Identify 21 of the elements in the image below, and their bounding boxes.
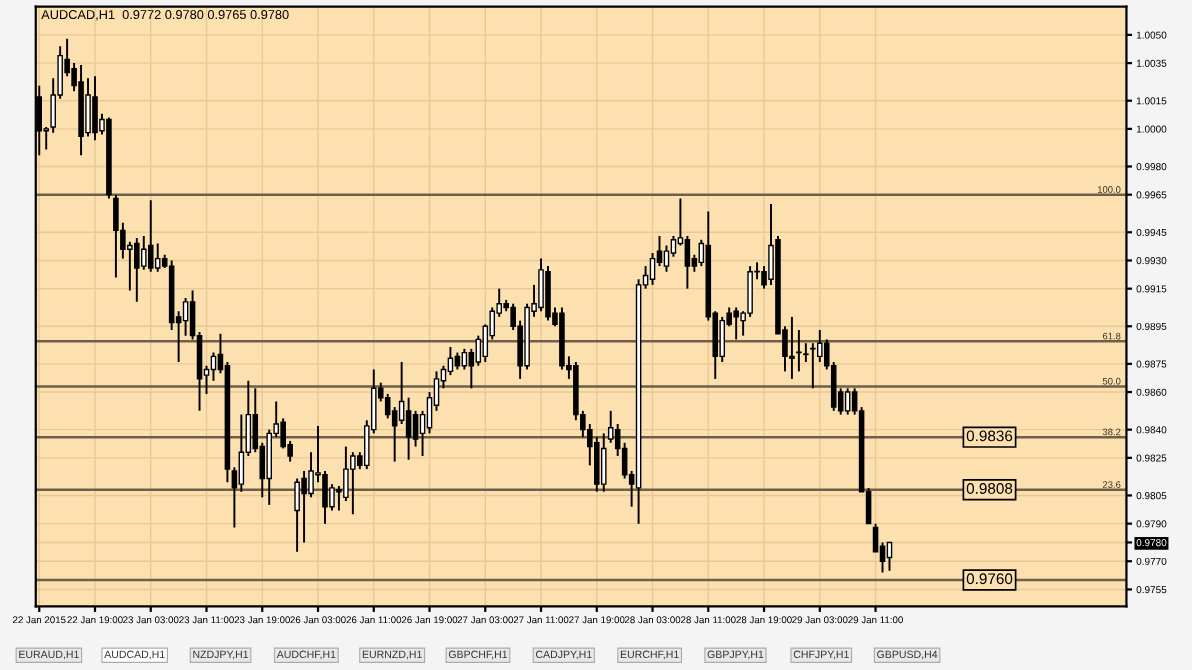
candlestick	[684, 235, 691, 290]
candlestick	[134, 236, 140, 303]
candlestick	[600, 432, 607, 493]
candlestick	[113, 193, 119, 279]
candlestick	[538, 257, 544, 313]
candlestick	[301, 470, 307, 544]
candlestick	[154, 242, 161, 273]
candlestick	[719, 315, 726, 363]
candlestick	[294, 477, 300, 553]
candlestick	[844, 387, 851, 416]
candlestick	[733, 306, 739, 341]
candlestick	[92, 75, 98, 142]
candlestick	[140, 235, 147, 271]
candlestick	[789, 315, 795, 380]
candlestick	[810, 342, 816, 390]
candlestick	[649, 251, 656, 286]
candlestick	[350, 451, 356, 516]
candlestick	[147, 199, 154, 273]
candlestick	[663, 244, 670, 273]
candlestick	[85, 77, 91, 138]
candlestick	[545, 265, 551, 322]
